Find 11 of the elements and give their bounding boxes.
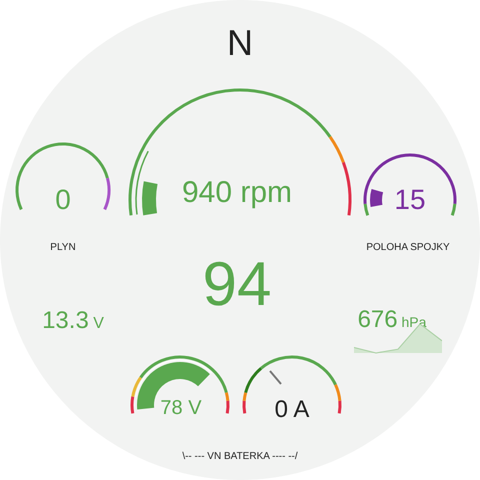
text: N: [226, 22, 254, 64]
text: 78 V: [160, 397, 202, 419]
text: PLYN: [49, 242, 77, 254]
text: 13.3 V: [41, 306, 105, 336]
text: 0 A: [274, 396, 310, 423]
text: 94: [202, 248, 272, 321]
text: \-- --- VN BATERKA ---- --/: [181, 451, 299, 463]
text: 0: [54, 183, 72, 217]
text: 15: [394, 184, 426, 216]
text: POLOHA SPOJKY: [365, 242, 451, 254]
text: 940 rpm: [180, 175, 294, 211]
